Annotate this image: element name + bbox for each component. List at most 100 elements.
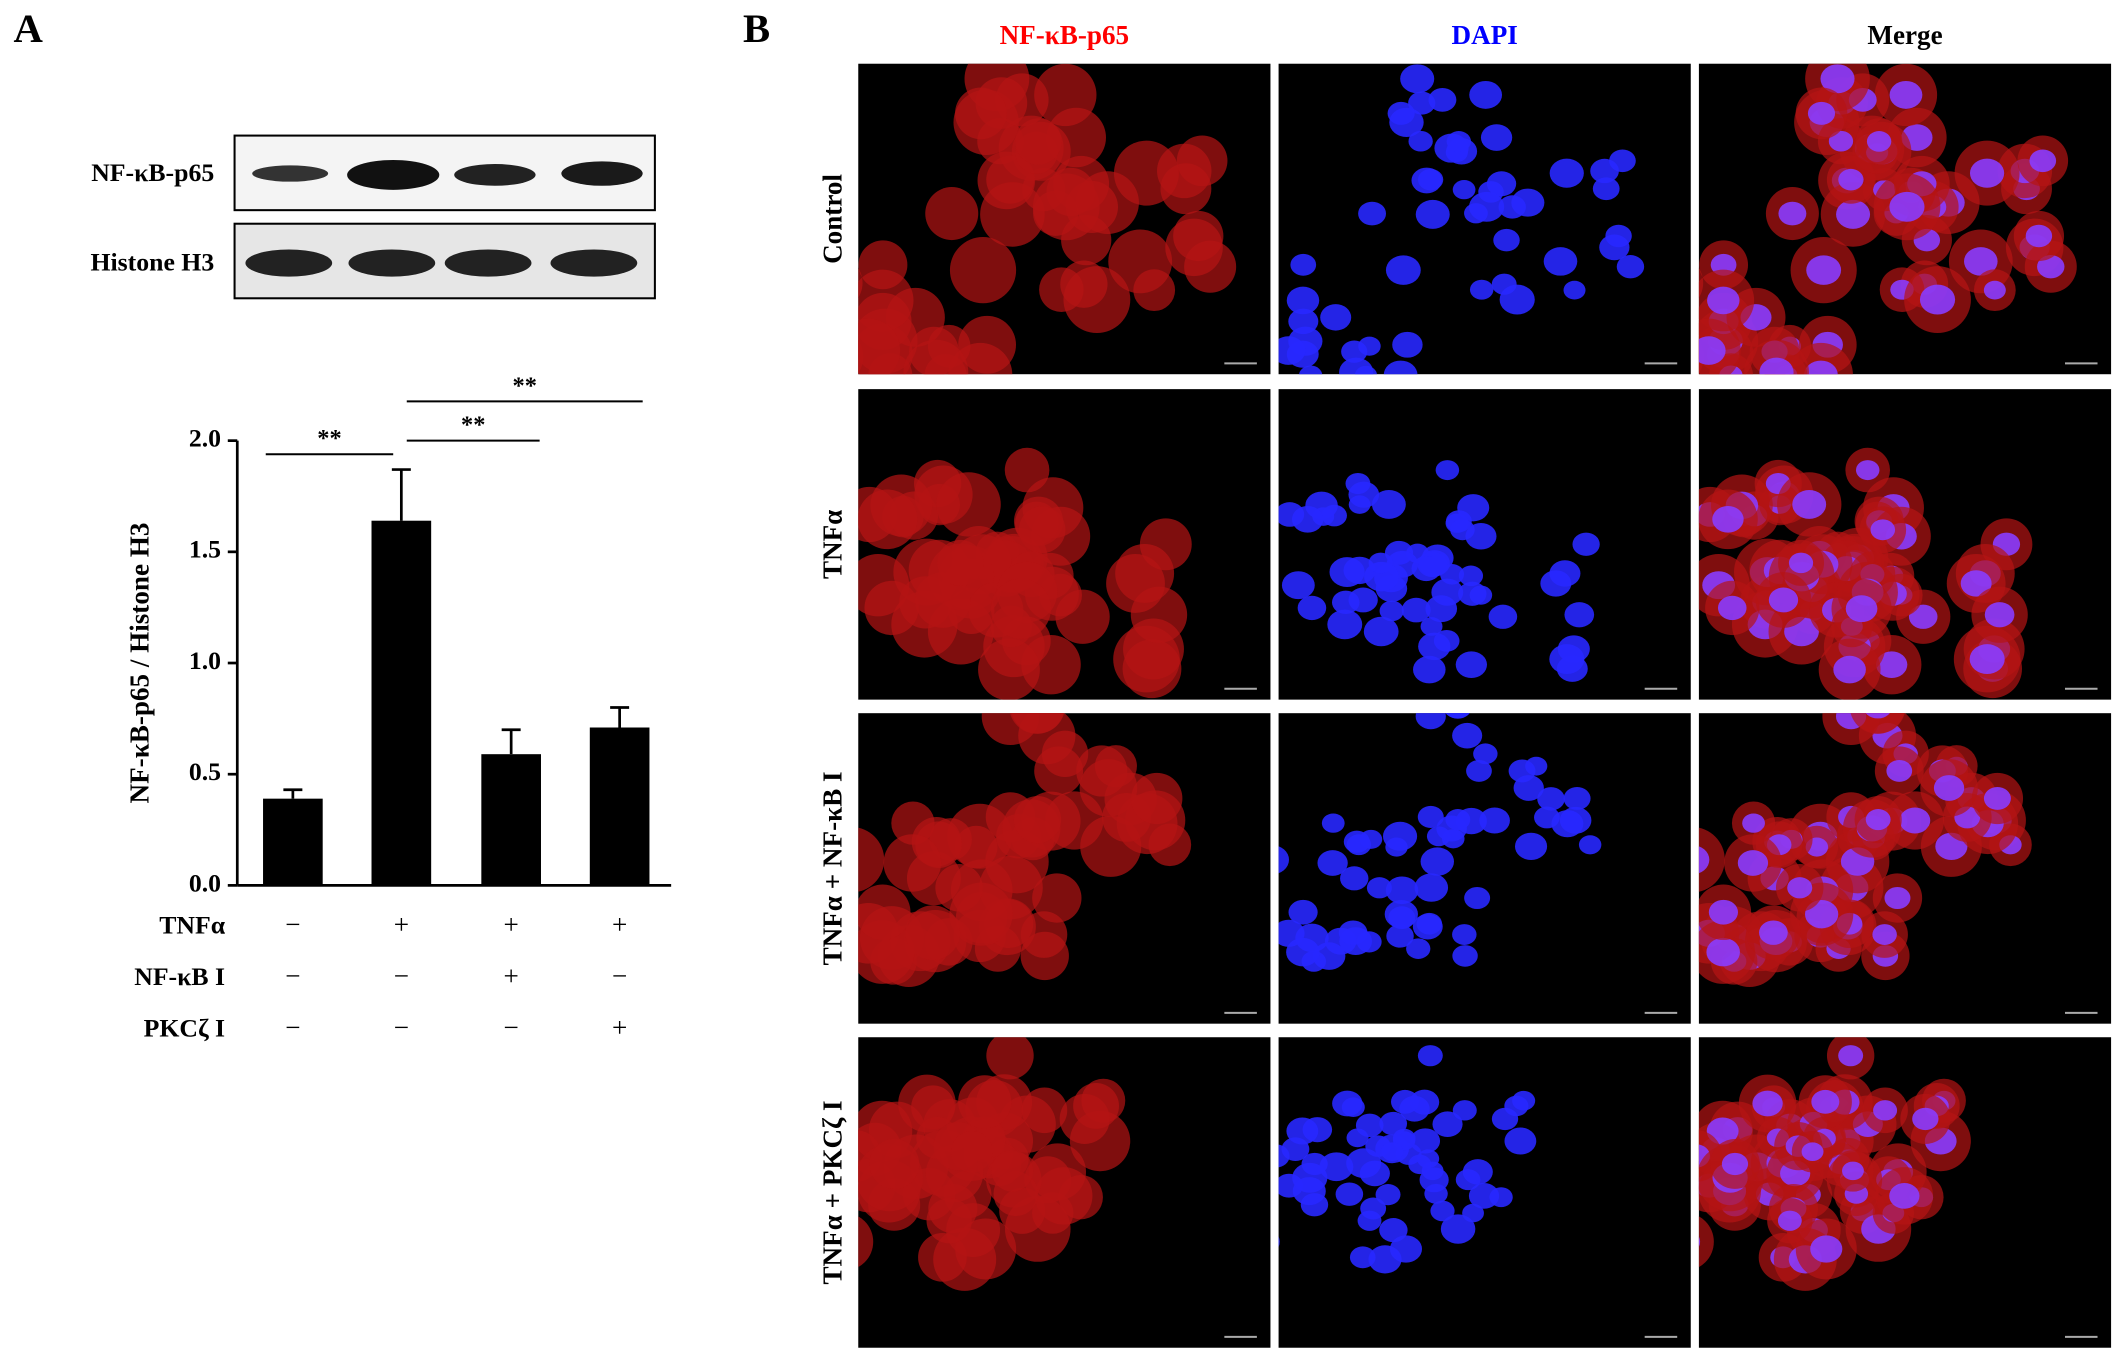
cytoplasm: [926, 1198, 972, 1244]
cytoplasm: [991, 1150, 1034, 1192]
cytoplasm: [990, 578, 1051, 639]
bar-chart: 0.0 0.5 1.0 1.5 2.0 NF-κB-p65 / Histone H3 ** *…: [125, 372, 672, 1043]
cytoplasm: [1020, 911, 1068, 958]
condition-sign: +: [612, 1013, 627, 1043]
nucleus: [1458, 581, 1487, 606]
nucleus: [1706, 1117, 1739, 1145]
nucleus: [1446, 131, 1471, 152]
nucleus: [1286, 937, 1320, 967]
nucleus: [1418, 632, 1451, 661]
cytoplasm: [1176, 135, 1228, 187]
micrograph: [801, 63, 1271, 414]
condition-sign: −: [612, 961, 627, 991]
cytoplasm: [1850, 713, 1905, 734]
cytoplasm: [951, 1130, 993, 1173]
nucleus: [1872, 924, 1897, 945]
nucleus: [1385, 876, 1419, 905]
nucleus: [1889, 191, 1925, 222]
condition-sign: −: [394, 961, 409, 991]
band: [252, 165, 329, 182]
cytoplasm: [1018, 506, 1066, 554]
cytoplasm: [1034, 63, 1097, 127]
condition-label: PKCζ I: [144, 1013, 225, 1042]
nucleus: [1299, 365, 1323, 375]
cytoplasm: [937, 539, 984, 586]
cytoplasm: [1034, 746, 1084, 796]
cytoplasm: [815, 367, 862, 414]
nucleus: [1339, 357, 1374, 375]
cytoplasm: [905, 905, 961, 960]
nucleus: [1389, 1235, 1423, 1263]
nucleus: [1969, 644, 2005, 675]
nucleus: [1278, 1144, 1290, 1168]
nucleus: [1462, 1203, 1484, 1223]
condition-sign: −: [285, 1013, 300, 1043]
nucleus: [1359, 1160, 1390, 1187]
nucleus: [1983, 786, 2011, 810]
nucleus: [1889, 80, 1923, 109]
nucleus: [1884, 886, 1911, 910]
nucleus: [1742, 813, 1765, 833]
nucleus: [1466, 759, 1492, 782]
nucleus: [1452, 924, 1477, 945]
condition-sign: +: [504, 961, 519, 991]
nucleus: [1811, 1089, 1840, 1114]
nucleus: [1498, 195, 1526, 219]
column-header: Merge: [1867, 20, 1942, 50]
nucleus: [1386, 924, 1414, 948]
nucleus: [1400, 64, 1435, 94]
nucleus: [1385, 255, 1421, 285]
nucleus: [1385, 837, 1408, 857]
cytoplasm: [1059, 1093, 1110, 1144]
cytoplasm: [883, 834, 942, 892]
cytoplasm: [949, 237, 1017, 304]
nucleus: [1327, 609, 1363, 640]
cytoplasm: [869, 1139, 920, 1189]
nucleus: [1291, 505, 1324, 533]
nucleus: [1706, 937, 1740, 967]
nucleus: [1384, 900, 1418, 929]
nucleus: [1371, 490, 1406, 519]
cytoplasm: [858, 827, 885, 892]
cytoplasm: [986, 1037, 1034, 1080]
nucleus: [1363, 616, 1399, 647]
nucleus: [1452, 1100, 1477, 1121]
micrograph: [1278, 63, 1691, 375]
panel-label: B: [743, 6, 770, 51]
nucleus: [1698, 336, 1726, 365]
micrograph: [1278, 1037, 1691, 1348]
micrograph: [858, 1037, 1271, 1348]
cytoplasm: [955, 1218, 1017, 1280]
y-tick-label: 0.5: [189, 757, 221, 786]
nucleus: [1616, 255, 1645, 279]
cells: [858, 447, 1192, 700]
nucleus: [1592, 177, 1620, 201]
nucleus: [1845, 595, 1878, 623]
nucleus: [1416, 912, 1443, 935]
error-bar: [610, 706, 630, 728]
cytoplasm: [864, 580, 919, 636]
cytoplasm: [1004, 447, 1050, 493]
nucleus: [1469, 279, 1494, 300]
nucleus: [1572, 532, 1600, 556]
nucleus: [1778, 201, 1807, 226]
nucleus: [1737, 850, 1769, 876]
column-header: DAPI: [1452, 20, 1518, 50]
cytoplasm: [858, 1216, 874, 1268]
condition-sign: −: [394, 1013, 409, 1043]
cells: [858, 1037, 1131, 1291]
row-label: TNFα + PKCζ I: [817, 1100, 847, 1284]
nucleus: [1320, 304, 1352, 331]
nucleus: [1357, 1210, 1382, 1231]
row-label: TNFα + NF-κB I: [817, 771, 847, 965]
nucleus: [1499, 284, 1535, 315]
nucleus: [1358, 201, 1387, 226]
nucleus: [1712, 505, 1744, 533]
cytoplasm: [801, 310, 848, 357]
nucleus: [1414, 873, 1449, 902]
row-label: Control: [817, 174, 847, 264]
nucleus: [1865, 809, 1891, 831]
condition-label: NF-κB I: [134, 962, 225, 991]
nucleus: [1408, 91, 1436, 115]
